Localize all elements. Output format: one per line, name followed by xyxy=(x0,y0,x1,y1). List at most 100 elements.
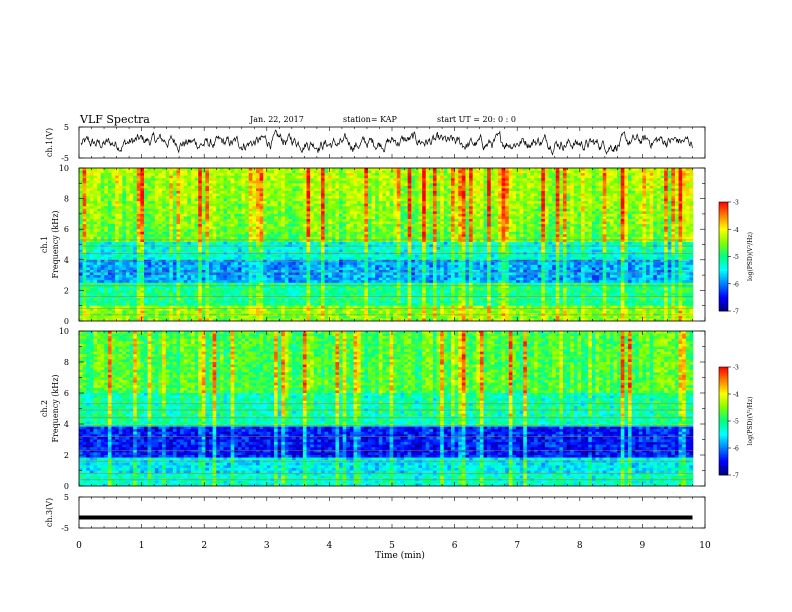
spectrogram-cell xyxy=(108,178,112,181)
spectrogram-cell xyxy=(642,171,646,174)
spectrogram-cell xyxy=(624,183,628,186)
spectrogram-cell xyxy=(209,171,213,174)
spectrogram-cell xyxy=(686,194,690,197)
spectrogram-cell xyxy=(252,176,256,179)
spectrogram-cell xyxy=(184,201,188,204)
spectrogram-cell xyxy=(509,204,513,207)
spectrogram-cell xyxy=(426,171,430,174)
spectrogram-cell xyxy=(274,188,278,191)
spectrogram-cell xyxy=(415,186,419,189)
spectrogram-cell xyxy=(151,186,155,189)
spectrogram-cell xyxy=(494,173,498,176)
spectrogram-cell xyxy=(346,201,350,204)
spectrogram-cell xyxy=(372,196,376,199)
spectrogram-cell xyxy=(205,201,209,204)
spectrogram-cell xyxy=(292,176,296,179)
spectrogram-cell xyxy=(534,188,538,191)
spectrogram-cell xyxy=(303,173,307,176)
spectrogram-cell xyxy=(263,191,267,194)
spectrogram-cell xyxy=(559,199,563,202)
spectrogram-cell xyxy=(599,171,603,174)
spectrogram-cell xyxy=(346,181,350,184)
spectrogram-cell xyxy=(133,196,137,199)
spectrogram-cell xyxy=(195,191,199,194)
spectrogram-cell xyxy=(303,181,307,184)
spectrogram-cell xyxy=(321,171,325,174)
spectrogram-cell xyxy=(592,181,596,184)
spectrogram-cell xyxy=(198,191,202,194)
spectrogram-cell xyxy=(115,186,119,189)
spectrogram-cell xyxy=(357,201,361,204)
spectrogram-cell xyxy=(556,178,560,181)
spectrogram-cell xyxy=(140,186,144,189)
spectrogram-cell xyxy=(104,168,108,171)
spectrogram-cell xyxy=(657,178,661,181)
spectrogram-cell xyxy=(307,196,311,199)
spectrogram-cell xyxy=(411,171,415,174)
spectrogram-cell xyxy=(353,178,357,181)
spectrogram-cell xyxy=(574,194,578,197)
spectrogram-cell xyxy=(238,171,242,174)
spectrogram-cell xyxy=(447,188,451,191)
spectrogram-cell xyxy=(545,181,549,184)
spectrogram-cell xyxy=(393,188,397,191)
spectrogram-cell xyxy=(686,191,690,194)
spectrogram-cell xyxy=(437,191,441,194)
spectrogram-cell xyxy=(415,171,419,174)
spectrogram-cell xyxy=(498,173,502,176)
spectrogram-cell xyxy=(357,176,361,179)
spectrogram-cell xyxy=(599,178,603,181)
spectrogram-cell xyxy=(195,173,199,176)
spectrogram-cell xyxy=(621,168,625,171)
spectrogram-cell xyxy=(299,168,303,171)
spectrogram-cell xyxy=(393,168,397,171)
spectrogram-cell xyxy=(353,194,357,197)
spectrogram-cell xyxy=(422,196,426,199)
spectrogram-cell xyxy=(397,181,401,184)
spectrogram-cell xyxy=(314,201,318,204)
spectrogram-cell xyxy=(617,181,621,184)
spectrogram-cell xyxy=(97,176,101,179)
spectrogram-cell xyxy=(350,181,354,184)
spectrogram-cell xyxy=(245,183,249,186)
spectrogram-cell xyxy=(328,183,332,186)
spectrogram-cell xyxy=(491,171,495,174)
spectrogram-cell xyxy=(350,204,354,207)
spectrogram-cell xyxy=(245,173,249,176)
spectrogram-cell xyxy=(668,171,672,174)
spectrogram-cell xyxy=(426,196,430,199)
spectrogram-cell xyxy=(400,168,404,171)
spectrogram-cell xyxy=(447,186,451,189)
spectrogram-cell xyxy=(148,204,152,207)
spectrogram-cell xyxy=(480,199,484,202)
spectrogram-cell xyxy=(133,173,137,176)
spectrogram-cell xyxy=(433,186,437,189)
spectrogram-cell xyxy=(689,178,693,181)
spectrogram-cell xyxy=(375,191,379,194)
spectrogram-cell xyxy=(213,176,217,179)
spectrogram-cell xyxy=(520,204,524,207)
spectrogram-cell xyxy=(353,201,357,204)
spectrogram-cell xyxy=(437,186,441,189)
spectrogram-cell xyxy=(617,194,621,197)
spectrogram-cell xyxy=(187,186,191,189)
spectrogram-cell xyxy=(570,199,574,202)
spectrogram-cell xyxy=(216,186,220,189)
spectrogram-cell xyxy=(494,186,498,189)
spectrogram-cell xyxy=(502,176,506,179)
spectrogram-cell xyxy=(213,188,217,191)
spectrogram-cell xyxy=(614,171,618,174)
spectrogram-cell xyxy=(545,204,549,207)
spectrogram-cell xyxy=(559,191,563,194)
spectrogram-cell xyxy=(314,186,318,189)
spectrogram-cell xyxy=(415,176,419,179)
spectrogram-cell xyxy=(642,181,646,184)
spectrogram-cell xyxy=(386,171,390,174)
spectrogram-cell xyxy=(617,196,621,199)
spectrogram-cell xyxy=(278,171,282,174)
spectrogram-cell xyxy=(530,186,534,189)
spectrogram-cell xyxy=(187,183,191,186)
spectrogram-cell xyxy=(610,168,614,171)
spectrogram-cell xyxy=(238,178,242,181)
spectrogram-cell xyxy=(689,176,693,179)
